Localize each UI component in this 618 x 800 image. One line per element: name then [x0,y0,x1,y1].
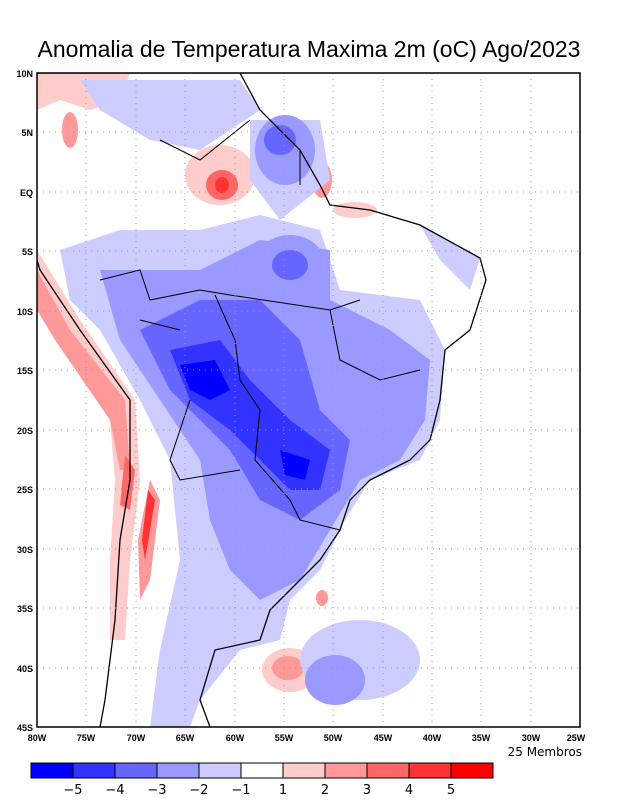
lat-tick: 20S [17,426,33,436]
colorbar-label: −3 [147,783,166,798]
lon-tick: 65W [176,733,195,743]
lat-tick: 25S [17,485,33,495]
lat-tick: 10S [17,307,33,317]
lon-tick: 50W [324,733,343,743]
colorbar-swatch [324,762,368,779]
map-title: Anomalia de Temperatura Maxima 2m (oC) A… [37,36,581,62]
colorbar-label: 1 [279,783,287,798]
colorbar-label: 2 [321,783,329,798]
lat-tick: 5N [21,128,33,138]
colorbar-label: −2 [189,783,208,798]
lon-tick: 80W [28,733,47,743]
anomaly-field [37,73,580,727]
colorbar-swatch [30,762,74,779]
members-label: 25 Membros [507,745,582,759]
lat-axis: 10N 5N EQ 5S 10S 15S 20S 25S 30S 35S 40S… [16,69,33,733]
colorbar-label: 3 [363,783,371,798]
lat-tick: 30S [17,545,33,555]
lon-tick: 70W [127,733,146,743]
lon-tick: 30W [522,733,541,743]
colorbar-label: 4 [405,783,413,798]
lat-tick: EQ [20,188,33,198]
lon-tick: 60W [226,733,245,743]
colorbar-label: −5 [63,783,82,798]
colorbar-swatch [450,762,494,779]
colorbar-label: 5 [447,783,455,798]
lon-tick: 25W [567,733,586,743]
colorbar-swatch [72,762,116,779]
lon-tick: 40W [423,733,442,743]
lon-tick: 75W [77,733,96,743]
lon-tick: 35W [472,733,491,743]
lat-tick: 5S [22,247,33,257]
colorbar-swatch [114,762,158,779]
map-frame [36,72,581,728]
colorbar-swatch [282,762,326,779]
colorbar-swatch [408,762,452,779]
colorbar: −5 −4 −3 −2 −1 1 2 3 4 5 [30,762,494,798]
lon-tick: 55W [275,733,294,743]
colorbar-swatch [366,762,410,779]
colorbar-swatch [156,762,200,779]
lat-tick: 35S [17,604,33,614]
colorbar-swatch [198,762,242,779]
lon-axis: 80W 75W 70W 65W 60W 55W 50W 45W 40W 35W … [28,733,586,743]
lat-tick: 45S [17,723,33,733]
grid-lines [37,73,580,727]
lat-tick: 15S [17,366,33,376]
colorbar-label: −4 [105,783,124,798]
colorbar-swatch [240,762,284,779]
colorbar-label: −1 [231,783,250,798]
lat-tick: 40S [17,664,33,674]
lon-tick: 45W [374,733,393,743]
lat-tick: 10N [16,69,33,79]
